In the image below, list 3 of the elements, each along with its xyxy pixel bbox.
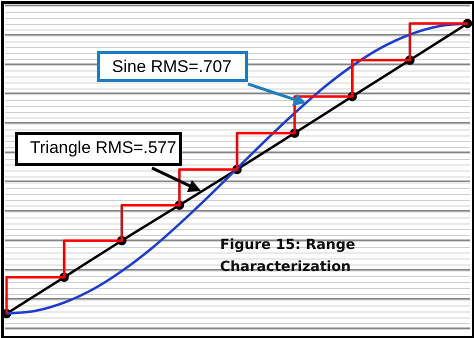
annotation: Figure 15: Range Characterization <box>220 236 356 277</box>
annotation: Triangle RMS=.577 <box>15 132 182 166</box>
annotation: Sine RMS=.707 <box>97 51 248 82</box>
